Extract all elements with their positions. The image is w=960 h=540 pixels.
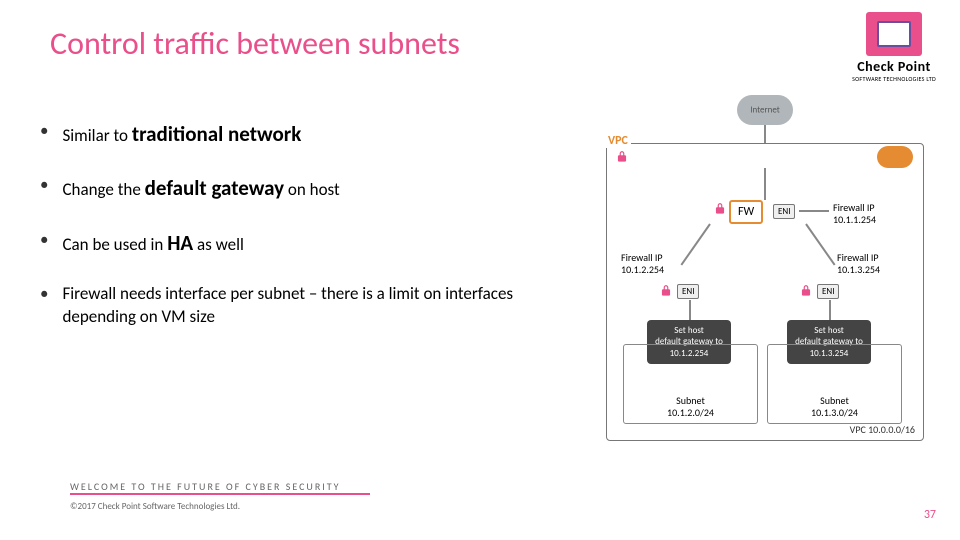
fwip-value: 10.1.2.254 xyxy=(621,264,664,276)
fwip-label: Firewall IP xyxy=(621,252,664,264)
bullet-item: Change the default gateway on host xyxy=(40,174,580,202)
slide-title: Control traffic between subnets xyxy=(50,24,460,63)
bullet-post: as well xyxy=(193,234,244,255)
bullet-pre: Change the xyxy=(62,179,144,200)
brand-logo: Check Point SOFTWARE TECHNOLOGIES LTD xyxy=(852,12,936,83)
connector-line xyxy=(689,300,691,320)
connector-line xyxy=(805,223,835,265)
page-number: 37 xyxy=(924,508,936,522)
bullet-emph: default gateway xyxy=(145,175,284,201)
bullet-item: Similar to traditional network xyxy=(40,120,580,148)
network-diagram: Internet VPC VPC 10.0.0.0/16 FW ENI Fire… xyxy=(600,95,930,450)
fwip-value: 10.1.1.254 xyxy=(833,214,876,226)
firewall-ip-left: Firewall IP 10.1.2.254 xyxy=(621,252,664,275)
connector-line xyxy=(681,223,711,265)
eni-node: ENI xyxy=(817,284,839,299)
connector-line xyxy=(764,125,766,143)
bullet-item: Firewall needs interface per subnet – th… xyxy=(40,283,580,329)
bullet-pre: Firewall needs interface per subnet – th… xyxy=(62,283,513,327)
footer-copyright: ©2017 Check Point Software Technologies … xyxy=(70,501,240,512)
connector-line xyxy=(829,300,831,320)
bullet-list: Similar to traditional network Change th… xyxy=(40,120,580,355)
firewall-node: FW xyxy=(729,200,763,224)
footer-divider xyxy=(70,493,370,495)
internet-label: Internet xyxy=(750,105,780,116)
vpc-frame: VPC VPC 10.0.0.0/16 FW ENI Firewall IP 1… xyxy=(606,143,924,441)
subnet-left: Subnet 10.1.2.0/24 xyxy=(623,344,758,424)
logo-badge-icon xyxy=(866,12,922,56)
lock-icon xyxy=(615,150,629,164)
lock-icon xyxy=(799,284,813,298)
eni-node: ENI xyxy=(773,204,795,219)
bullet-pre: Similar to xyxy=(62,125,131,146)
connector-line xyxy=(799,210,829,212)
logo-sub-text: SOFTWARE TECHNOLOGIES LTD xyxy=(852,75,936,83)
internet-cloud-icon: Internet xyxy=(737,95,793,125)
lock-icon xyxy=(713,202,727,216)
bullet-pre: Can be used in xyxy=(62,234,167,255)
vpc-label: VPC xyxy=(605,134,631,148)
fwip-value: 10.1.3.254 xyxy=(837,264,880,276)
firewall-ip-right: Firewall IP 10.1.1.254 xyxy=(833,202,876,225)
vpc-cidr: VPC 10.0.0.0/16 xyxy=(850,423,915,436)
gw-line: Set host xyxy=(793,325,865,336)
gw-line: Set host xyxy=(653,325,725,336)
bullet-emph: traditional network xyxy=(132,121,302,147)
subnet-cidr: 10.1.3.0/24 xyxy=(811,407,858,419)
lock-icon xyxy=(659,284,673,298)
slide: Control traffic between subnets Check Po… xyxy=(0,0,960,540)
subnet-right: Subnet 10.1.3.0/24 xyxy=(767,344,902,424)
connector-line xyxy=(764,168,766,200)
bullet-item: Can be used in HA as well xyxy=(40,229,580,257)
subnet-text: Subnet 10.1.3.0/24 xyxy=(811,395,858,419)
bullet-post: on host xyxy=(284,179,340,200)
eni-node: ENI xyxy=(677,284,699,299)
footer-tagline: WELCOME TO THE FUTURE OF CYBER SECURITY xyxy=(70,480,341,493)
fwip-label: Firewall IP xyxy=(837,252,880,264)
vpc-cloud-icon xyxy=(877,146,913,168)
firewall-ip-right2: Firewall IP 10.1.3.254 xyxy=(837,252,880,275)
subnet-text: Subnet 10.1.2.0/24 xyxy=(667,395,714,419)
fwip-label: Firewall IP xyxy=(833,202,876,214)
subnet-cidr: 10.1.2.0/24 xyxy=(667,407,714,419)
logo-brand-text: Check Point xyxy=(852,58,936,75)
bullet-emph: HA xyxy=(167,230,193,256)
